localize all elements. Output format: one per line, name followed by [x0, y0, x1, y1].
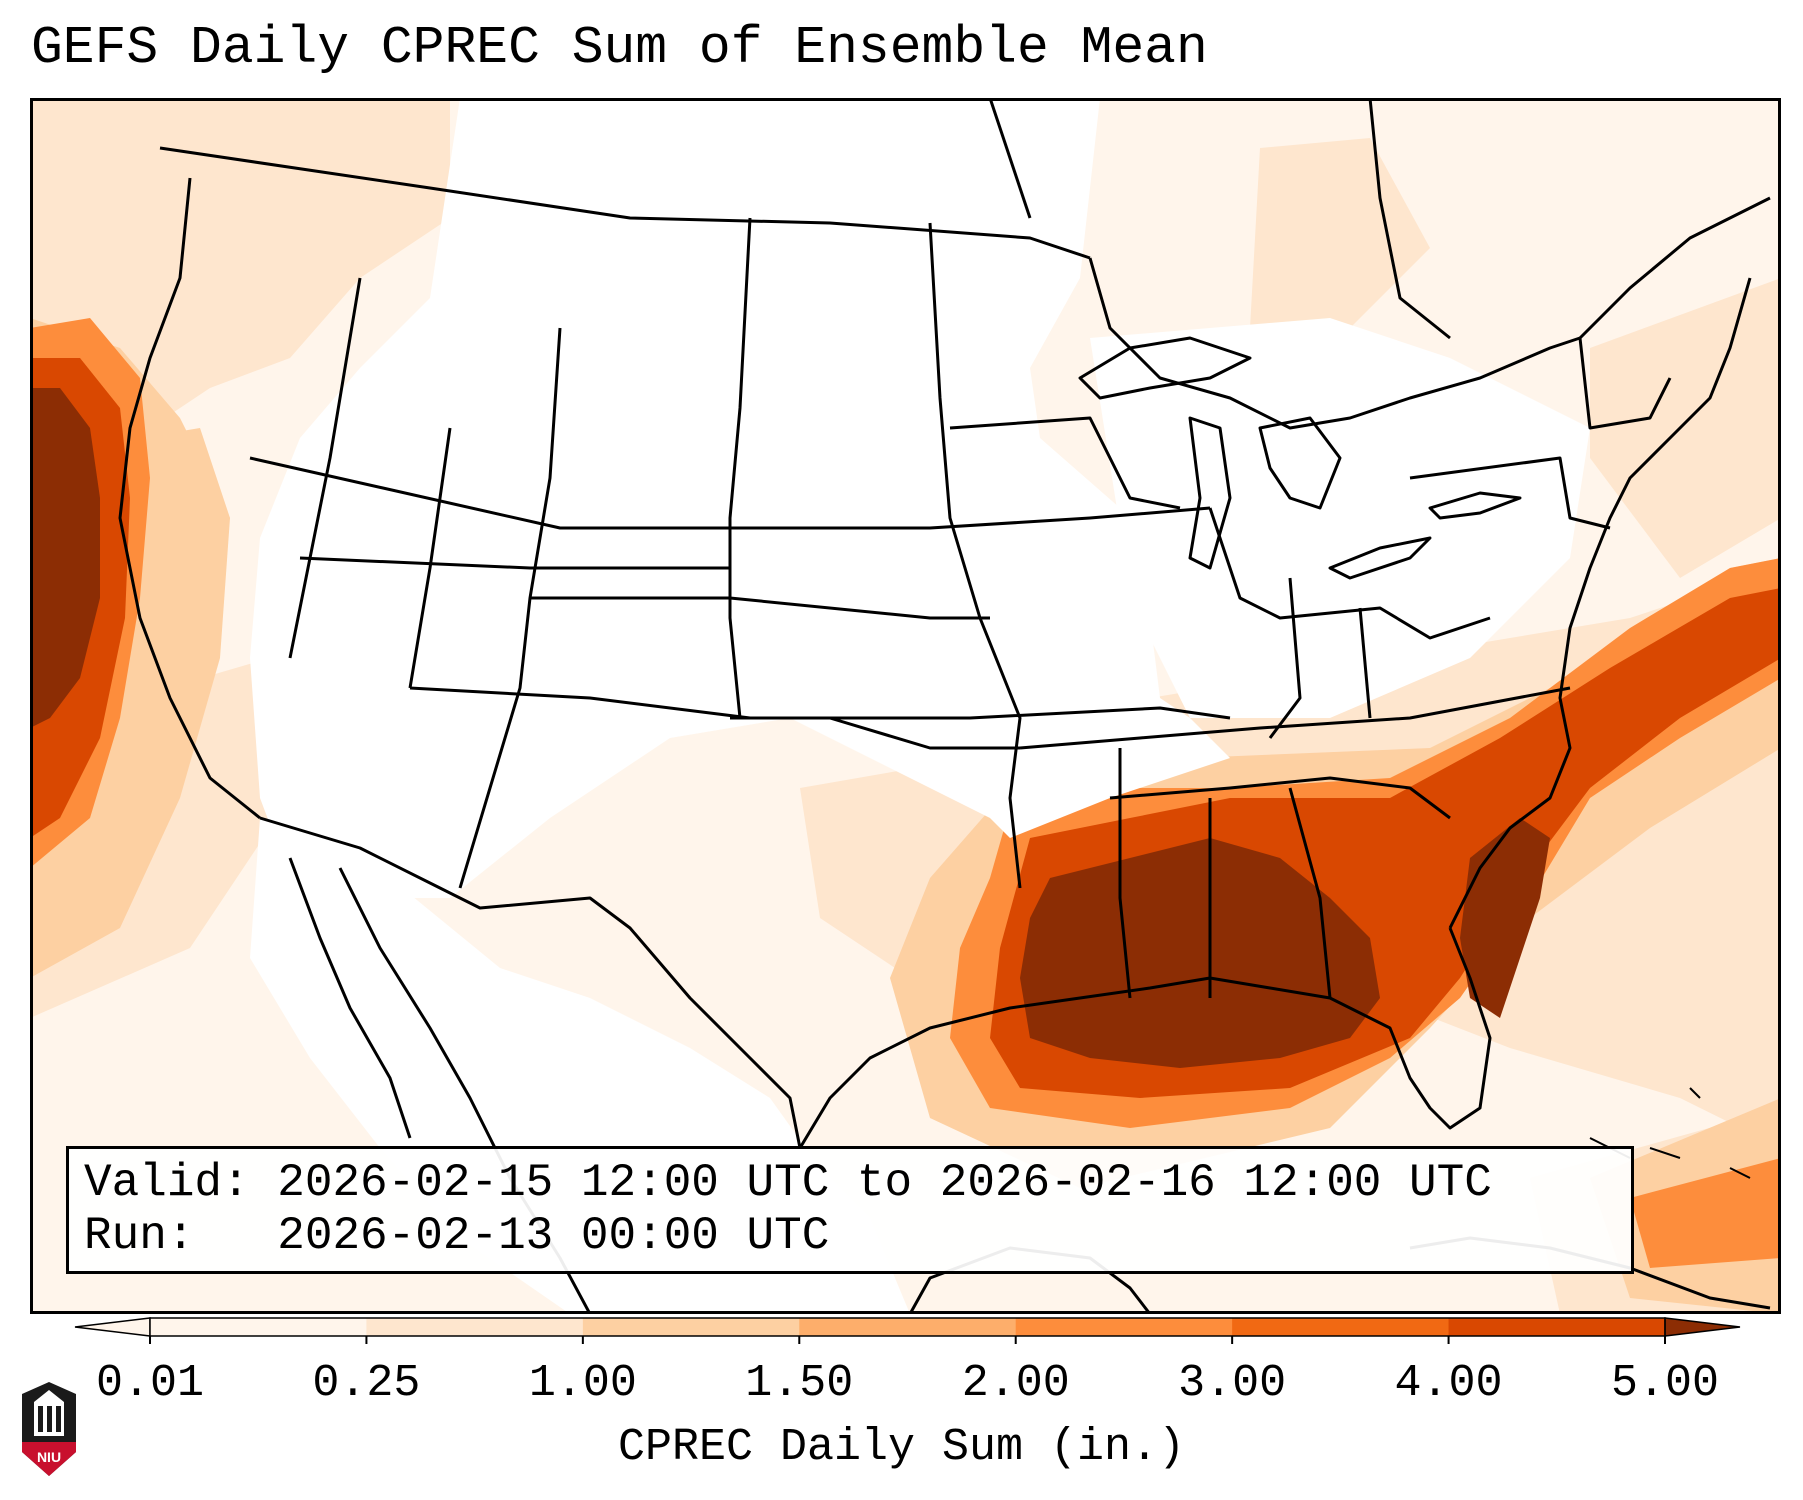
great-lake-ontario: [1428, 491, 1522, 520]
state-line-17: [1208, 507, 1491, 640]
colorbar-segment: [366, 1318, 584, 1336]
colorbar-segment: [582, 1318, 800, 1336]
colorbar-tick-label: 1.00: [528, 1358, 637, 1409]
state-line-15: [1288, 787, 1332, 999]
map-border: [30, 98, 1781, 1314]
colorbar-tick-label: 3.00: [1178, 1358, 1287, 1409]
state-line-13: [1118, 748, 1132, 999]
us-canada-border: [159, 146, 1091, 260]
colorbar-outline: [149, 1317, 1666, 1337]
state-line-20: [1358, 607, 1372, 719]
great-lake-superior: [1078, 336, 1252, 400]
great-lake-huron: [1258, 416, 1342, 510]
niu-logo: NIU: [22, 1382, 76, 1476]
colorbar-tick-label: 4.00: [1394, 1358, 1503, 1409]
state-line-1: [288, 277, 362, 659]
colorbar-segment: [1015, 1318, 1233, 1336]
great-lakes-border: [1088, 257, 1581, 430]
canada-east: [1578, 196, 1771, 340]
precipitation-map: [30, 98, 1781, 1314]
state-line-11: [1019, 686, 1571, 750]
colorbar-label: CPREC Daily Sum (in.): [617, 1422, 1186, 1473]
canada-line: [1368, 98, 1451, 340]
colorbar-tick-label: 0.25: [312, 1358, 421, 1409]
colorbar-extend-low: [74, 1317, 151, 1337]
state-line-10: [730, 716, 1020, 750]
us-mexico-border: [259, 816, 802, 1149]
state-line-8: [299, 556, 730, 570]
great-lake-erie: [1328, 536, 1432, 580]
baja-california: [288, 857, 412, 1139]
colorbar-segment: [799, 1318, 1017, 1336]
map-title: GEFS Daily CPREC Sum of Ensemble Mean: [31, 18, 1208, 78]
state-line-5: [409, 686, 1231, 720]
colorbar-tick-label: 1.50: [745, 1358, 854, 1409]
colorbar-tick-label: 0.01: [95, 1358, 205, 1409]
precip-field-darkest: [30, 388, 1550, 1068]
state-line-7: [530, 596, 990, 620]
valid-run-info-box: Valid: 2026-02-15 12:00 UTC to 2026-02-1…: [66, 1146, 1634, 1274]
state-line-6: [728, 217, 752, 719]
state-line-12: [1109, 776, 1451, 820]
state-line-18: [1409, 456, 1611, 530]
valid-time-text: Valid: 2026-02-15 12:00 UTC to 2026-02-1…: [84, 1157, 1492, 1209]
great-lake-michigan: [1188, 416, 1232, 570]
colorbar-segment: [150, 1318, 367, 1336]
no-precip-area: [250, 98, 1590, 1314]
state-line-21: [1578, 337, 1672, 430]
state-line-16: [949, 416, 1181, 510]
state-line-9: [928, 222, 1022, 889]
state-line-2: [249, 456, 1211, 530]
run-time-text: Run: 2026-02-13 00:00 UTC: [84, 1210, 830, 1262]
colorbar-tick-label: 5.00: [1610, 1358, 1720, 1409]
colorbar-extend-high: [1664, 1317, 1741, 1337]
us-west-coast: [118, 177, 261, 820]
colorbar: [74, 1317, 1741, 1344]
canada-hudson: [988, 98, 1032, 219]
gulf-coast: [798, 927, 1492, 1149]
state-line-3: [408, 427, 452, 689]
logo-text: NIU: [37, 1449, 61, 1465]
colorbar-tick-label: 2.00: [961, 1358, 1070, 1409]
colorbar-segment: [1448, 1318, 1666, 1336]
east-coast: [1448, 277, 1752, 929]
state-line-19: [1268, 577, 1302, 739]
colorbar-segment: [1232, 1318, 1450, 1336]
